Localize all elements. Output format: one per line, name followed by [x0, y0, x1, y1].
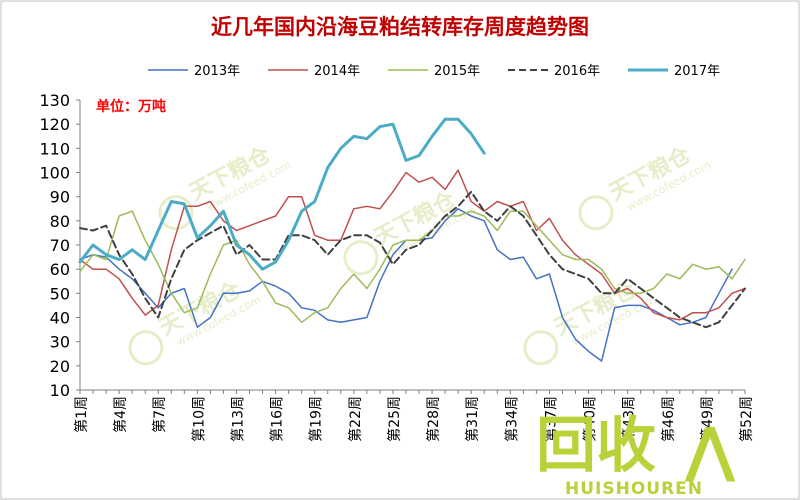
y-tick-label: 10 [50, 381, 70, 400]
legend-label: 2016年 [554, 64, 600, 79]
y-tick-label: 20 [50, 357, 70, 376]
x-tick-label: 第10周 [190, 396, 207, 442]
corner-logo-mark: 回收 [536, 411, 656, 481]
legend-label: 2015年 [434, 64, 480, 79]
corner-logo-sub: HUISHOUREN [565, 479, 703, 499]
legend-label: 2014年 [314, 64, 360, 79]
x-tick-label: 第1周 [73, 396, 90, 433]
series-lines [78, 117, 746, 362]
y-tick-label: 120 [39, 115, 70, 134]
y-tick-label: 70 [50, 236, 70, 255]
corner-logo: 回收 ⋀ HUISHOUREN [536, 411, 736, 499]
x-tick-label: 第28周 [425, 396, 442, 442]
x-tick-label: 第52周 [738, 396, 755, 442]
x-tick-label: 第25周 [386, 396, 403, 442]
legend-label: 2013年 [194, 64, 240, 79]
x-tick-label: 第40周 [582, 396, 599, 442]
chart-title: 近几年国内沿海豆粕结转库存周度趋势图 [211, 15, 589, 39]
x-tick-label: 第46周 [660, 396, 677, 442]
wheat-icon [128, 330, 164, 366]
y-tick-label: 40 [50, 309, 70, 328]
wheat-icon [343, 240, 379, 276]
x-tick-label: 第31周 [464, 396, 481, 442]
axes: 10 20 30 40 50 60 70 80 90 100 110 120 130 第1周 第4周 第7周 第… [39, 91, 755, 442]
x-tick-label: 第19周 [308, 396, 325, 442]
x-tick-label: 第13周 [229, 396, 246, 442]
legend: 2013年 2014年 2015年 2016年 2017年 [148, 64, 720, 79]
wheat-icon [578, 195, 614, 231]
x-tick-label: 第43周 [621, 396, 638, 442]
x-tick-label: 第37周 [542, 396, 559, 442]
x-tick-label: 第49周 [699, 396, 716, 442]
series-line-2015年 [79, 210, 746, 324]
y-tick-label: 90 [50, 188, 70, 207]
series-line-2016年 [79, 190, 746, 329]
x-tick-label: 第22周 [347, 396, 364, 442]
y-tick-label: 60 [50, 260, 70, 279]
y-tick-label: 50 [50, 284, 70, 303]
y-tick-label: 100 [39, 164, 70, 183]
y-tick-label: 30 [50, 333, 70, 352]
y-tick-label: 130 [39, 91, 70, 110]
x-tick-label: 第16周 [269, 396, 286, 442]
corner-logo-arrow-icon: ⋀ [685, 415, 736, 485]
y-tick-label: 110 [39, 139, 70, 158]
wheat-icon [523, 330, 559, 366]
x-tick-label: 第34周 [503, 396, 520, 442]
x-tick-label: 第7周 [151, 396, 168, 433]
legend-label: 2017年 [674, 64, 720, 79]
x-tick-label: 第4周 [112, 396, 129, 433]
unit-label: 单位：万吨 [96, 98, 166, 115]
series-line-2017年 [78, 117, 486, 271]
y-tick-label: 80 [50, 212, 70, 231]
